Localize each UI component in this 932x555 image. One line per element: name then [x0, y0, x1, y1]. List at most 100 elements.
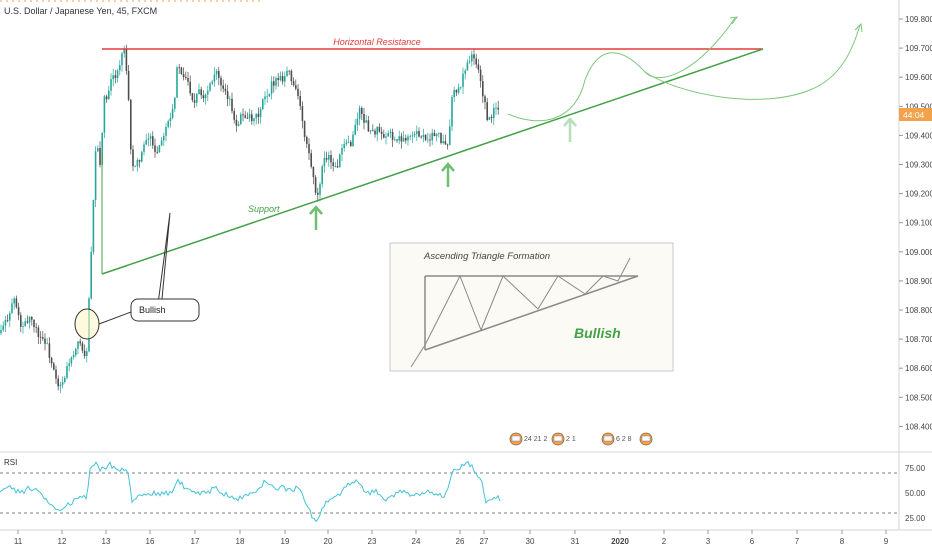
rsi-axis: 75.00 50.00 25.00	[905, 464, 926, 523]
candle-body	[308, 143, 310, 154]
candle-body	[402, 137, 405, 142]
candle-body	[130, 99, 132, 150]
candle-body	[37, 327, 40, 337]
time-tick-label: 11	[14, 537, 23, 546]
candle-body	[108, 90, 110, 100]
ascending-triangle-inset[interactable]: Ascending Triangle Formation Bullish	[389, 242, 674, 372]
candle-body	[288, 70, 290, 72]
candle-body	[226, 91, 229, 100]
candle-body	[394, 139, 396, 141]
callout-connector	[98, 311, 132, 325]
candle-body	[468, 61, 471, 63]
candle-body	[281, 76, 284, 82]
candle-body	[275, 78, 277, 86]
candle-body	[325, 157, 328, 160]
rsi-tick-label: 75.00	[905, 464, 926, 473]
candle-body	[479, 69, 482, 81]
candle-body	[387, 133, 389, 137]
event-flag-icon[interactable]: 24 21 2	[509, 432, 547, 446]
bullish-callout-box[interactable]	[130, 298, 200, 322]
price-tick-label: 109.500	[905, 102, 932, 111]
support-touch-arrow-2	[441, 162, 455, 187]
event-flags[interactable]: 24 21 2 2 1 6 2 8	[509, 432, 653, 446]
candle-body	[319, 184, 321, 195]
candle-body	[301, 106, 304, 122]
candle-body	[332, 162, 334, 167]
candle-body	[90, 252, 92, 299]
candlestick-series	[0, 44, 499, 393]
time-tick-label: 30	[526, 537, 535, 546]
candle-body	[224, 88, 227, 92]
candle-body	[20, 315, 22, 327]
candle-body	[81, 343, 84, 351]
time-tick-label: 23	[368, 537, 377, 546]
price-axis[interactable]: 109.800 109.700 109.600 109.500 109.400 109.3…	[899, 15, 932, 431]
candle-body	[321, 166, 323, 185]
candle-body	[70, 357, 73, 364]
candle-body	[55, 369, 57, 379]
candle-body	[44, 338, 46, 344]
candle-body	[198, 89, 200, 95]
candle-body	[152, 136, 154, 146]
time-axis[interactable]: 11 12 13 16 17 18 19 20 23 24 26 27 30 31 2020 2 3 6 7 8 9	[14, 530, 889, 546]
candle-body	[273, 81, 275, 86]
candle-body	[103, 96, 106, 133]
candle-body	[380, 131, 383, 135]
rsi-panel-label[interactable]: RSI	[4, 458, 17, 467]
candle-body	[365, 120, 367, 123]
candle-body	[0, 330, 2, 334]
candle-body	[471, 54, 473, 62]
candle-body	[444, 141, 447, 145]
candle-body	[317, 192, 319, 195]
candle-body	[248, 114, 251, 119]
support-trend-line[interactable]	[101, 48, 764, 275]
breakout-highlight-circle[interactable]	[74, 308, 100, 340]
candle-body	[391, 132, 394, 140]
candle-body	[290, 70, 293, 82]
candle-body	[116, 70, 119, 79]
candle-body	[314, 177, 317, 193]
inset-entry-line	[410, 344, 426, 368]
time-tick-label: 24	[412, 537, 421, 546]
candle-body	[215, 70, 218, 75]
projection-path-lower	[644, 24, 861, 100]
candle-body	[169, 117, 172, 122]
event-flag-icon[interactable]: 2 1	[551, 432, 576, 446]
price-tick-label: 108.400	[905, 422, 932, 431]
current-price-badge[interactable]	[899, 108, 932, 121]
candle-body	[174, 97, 176, 109]
candle-body	[83, 350, 86, 357]
candle-body	[336, 166, 339, 168]
candle-body	[165, 126, 167, 136]
event-flag-icon[interactable]: 6 2 8	[601, 432, 632, 446]
candle-body	[138, 159, 141, 162]
candle-body	[6, 320, 9, 321]
candle-body	[328, 155, 330, 160]
candle-body	[26, 321, 29, 323]
candle-body	[358, 107, 361, 119]
candle-body	[475, 58, 477, 65]
price-tick-label: 109.800	[905, 15, 932, 24]
candle-body	[383, 134, 385, 138]
candle-body	[246, 117, 249, 119]
candle-body	[400, 136, 403, 142]
candle-body	[341, 147, 343, 155]
event-flag-icon[interactable]	[639, 432, 653, 446]
bullish-callout-text: Bullish	[139, 305, 166, 315]
candle-body	[48, 343, 51, 358]
candle-body	[310, 153, 312, 167]
candle-body	[477, 64, 480, 70]
candle-body	[257, 113, 260, 117]
candle-body	[156, 151, 158, 153]
candle-body	[266, 96, 268, 98]
candle-body	[407, 136, 409, 141]
candle-body	[411, 135, 414, 137]
candle-body	[33, 319, 35, 328]
candle-body	[231, 98, 233, 112]
candle-body	[229, 98, 231, 100]
candle-body	[334, 166, 337, 167]
candle-body	[35, 327, 37, 328]
symbol-title[interactable]: U.S. Dollar / Japanese Yen, 45, FXCM	[4, 6, 157, 16]
time-tick-label: 6	[750, 537, 755, 546]
